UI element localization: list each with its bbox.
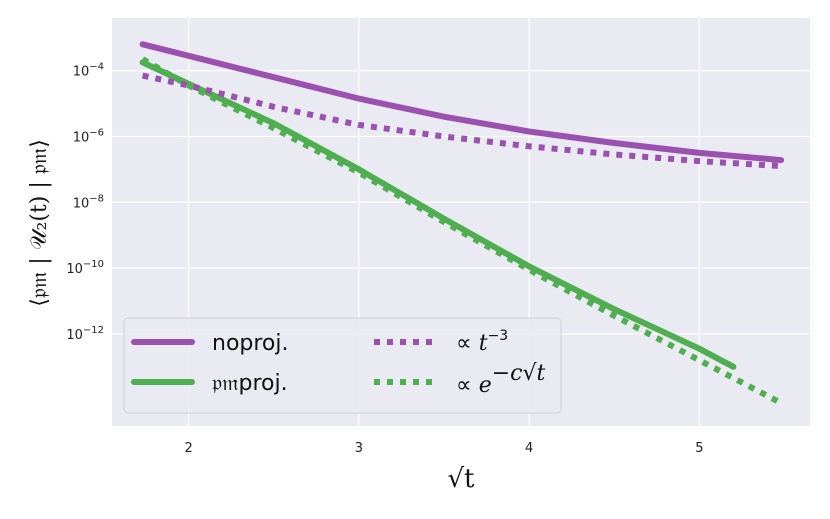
x-axis-title: √t	[447, 464, 475, 494]
series-layer	[139, 41, 785, 406]
y-tick-label: 10−10	[66, 259, 104, 277]
x-tick-label: 4	[525, 441, 533, 456]
y-axis-title: ⟨𝔭𝔪 | 𝒰₂(t) | 𝔭𝔪⟩	[27, 139, 52, 307]
legend-label-noproj: noproj.	[212, 331, 289, 356]
y-tick-label: 10−8	[73, 193, 104, 211]
legend-label-power-law: ∝ t−3	[456, 328, 508, 356]
y-axis-ticks: 10−4 10−6 10−8 10−10 10−12	[66, 62, 104, 343]
legend: noproj. 𝔭𝔪proj. ∝ t−3 ∝ e−c√t	[123, 317, 562, 414]
legend-box	[123, 317, 562, 414]
y-tick-label: 10−4	[73, 62, 104, 80]
y-tick-label: 10−6	[73, 127, 104, 145]
x-tick-label: 5	[695, 441, 703, 456]
y-tick-label: 10−12	[66, 325, 104, 343]
legend-label-exp-law: ∝ e−c√t	[456, 361, 546, 398]
legend-label-pmproj: 𝔭𝔪proj.	[212, 371, 288, 396]
x-tick-label: 2	[184, 441, 192, 456]
series-line-2	[141, 72, 782, 170]
series-line-0	[139, 41, 785, 164]
series-line-3	[141, 56, 783, 406]
x-axis-ticks: 2 3 4 5	[184, 441, 703, 456]
x-tick-label: 3	[355, 441, 363, 456]
